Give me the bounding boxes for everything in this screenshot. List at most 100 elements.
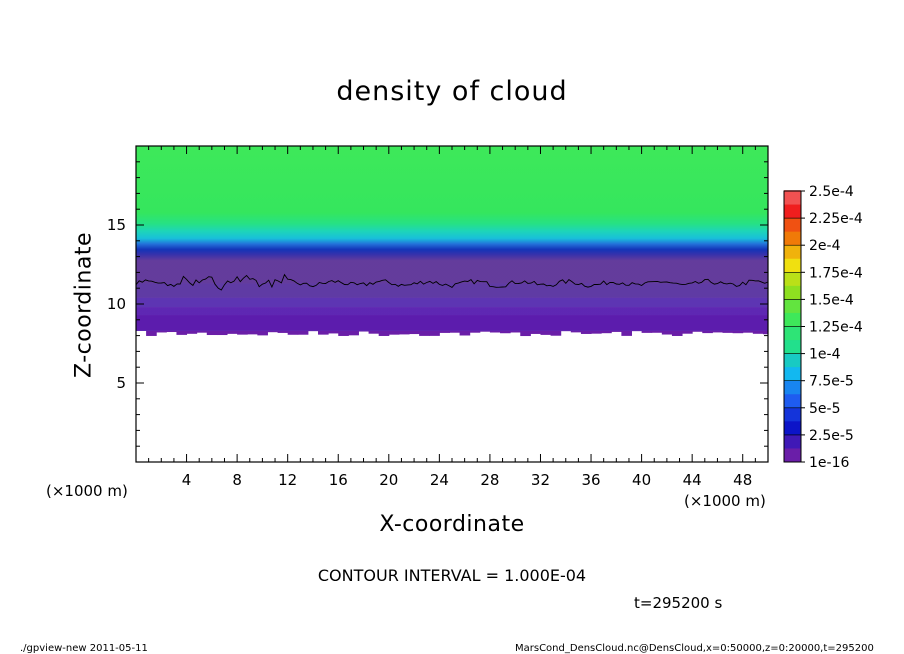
cloud-base-edge: [540, 330, 552, 335]
colorbar-swatch-shade: [784, 191, 801, 205]
x-tick-label: 8: [232, 471, 242, 489]
colorbar-label: 1e-16: [809, 455, 849, 471]
colorbar-swatch-shade: [784, 353, 801, 368]
cloud-base-edge: [216, 330, 228, 336]
cloud-base-edge: [338, 330, 349, 336]
colorbar-swatch-shade: [784, 299, 801, 313]
cloud-base-edge: [318, 330, 329, 335]
colorbar-label: 5e-5: [809, 401, 840, 417]
x-tick-label: 20: [379, 471, 398, 489]
cloud-base-edge: [601, 330, 612, 334]
y-axis-unit: (×1000 m): [46, 482, 128, 500]
colorbar-label: 1.75e-4: [809, 265, 863, 281]
colorbar-swatch-shade: [784, 218, 801, 232]
cloud-base-edge: [611, 330, 622, 332]
cloud-base-edge: [682, 330, 693, 334]
cloud-base-edge: [621, 330, 632, 336]
colorbar-label: 2.5e-4: [809, 184, 854, 200]
colorbar-label: 1e-4: [809, 347, 841, 363]
x-tick-label: 32: [531, 471, 550, 489]
x-tick-label: 28: [480, 471, 499, 489]
y-tick-label: 10: [107, 295, 126, 313]
cloud-base-edge: [661, 330, 673, 335]
x-tick-label: 4: [182, 471, 192, 489]
colorbar-label: 7.5e-5: [809, 374, 854, 390]
cloud-base-edge: [156, 330, 167, 333]
cloud-base-edge: [510, 330, 521, 333]
cloud-base-edge: [712, 330, 723, 333]
colorbar-label: 2.25e-4: [809, 211, 863, 227]
cloud-base-edge: [206, 330, 218, 336]
contour-interval-note: CONTOUR INTERVAL = 1.000E-04: [317, 566, 587, 585]
cloud-base-edge: [267, 330, 279, 333]
cloud-base-edge: [732, 330, 744, 334]
cloud-base-edge: [520, 330, 531, 337]
colorbar-swatch-shade: [784, 434, 801, 449]
cloud-base-edge: [237, 330, 248, 335]
field-gradient: [136, 146, 768, 331]
cloud-base-edge: [146, 330, 157, 336]
cloud-base-edge: [580, 330, 592, 334]
footer-source: MarsCond_DensCloud.nc@DensCloud,x=0:5000…: [515, 643, 874, 654]
colorbar-swatch-shade: [784, 245, 801, 259]
x-tick-label: 16: [329, 471, 348, 489]
x-axis: 4 8 12 16 20 24 28 32 36 40 44 48: [148, 146, 756, 489]
cloud-base-edge: [297, 330, 309, 335]
cloud-base-edge: [176, 330, 188, 335]
cloud-base-edge: [348, 330, 359, 336]
colorbar-frame: [783, 190, 802, 463]
x-tick-label: 48: [733, 471, 752, 489]
colorbar-label: 1.25e-4: [809, 320, 863, 336]
footer-program: ./gpview-new 2011-05-11: [20, 643, 148, 654]
cloud-base-edge: [277, 330, 289, 333]
cloud-base-edge: [742, 330, 754, 333]
cloud-base-edge: [449, 330, 461, 333]
cloud-base-edge: [591, 330, 602, 334]
cloud-base-edge: [328, 330, 339, 334]
y-tick-label: 5: [116, 374, 126, 392]
colorbar-label: 2e-4: [809, 238, 841, 254]
colorbar-swatch-shade: [784, 326, 801, 341]
cloud-base-edge: [378, 330, 390, 336]
cloud-base-edge: [570, 330, 582, 333]
cloud-base-edge: [479, 330, 491, 332]
x-axis-label: X-coordinate: [379, 512, 525, 537]
cloud-base-edge: [752, 330, 764, 334]
cloud-base-edge: [166, 330, 177, 333]
cloud-base-edge: [388, 330, 400, 335]
colorbar-label: 1.5e-4: [809, 292, 854, 308]
cloud-base-edge: [287, 330, 299, 335]
cloud-base-edge: [419, 330, 430, 336]
cloud-base-edge: [186, 330, 198, 334]
cloud-base-edge: [469, 330, 481, 333]
cloud-base-edge: [398, 330, 410, 335]
x-tick-label: 44: [683, 471, 702, 489]
cloud-base-edge: [409, 330, 420, 335]
cloud-base-edge: [257, 330, 268, 336]
cloud-base-edge: [702, 330, 713, 334]
x-tick-label: 24: [430, 471, 449, 489]
cloud-base-edge: [358, 330, 370, 332]
density-field: [136, 146, 768, 337]
cloud-base-edge: [227, 330, 238, 334]
cloud-base-edge: [439, 330, 450, 333]
cloud-base-edge: [641, 330, 653, 333]
chart-title: density of cloud: [336, 76, 568, 107]
x-tick-label: 36: [581, 471, 600, 489]
cloud-base-edge: [489, 330, 501, 333]
cloud-base-edge: [500, 330, 511, 334]
cloud-base-edge: [368, 330, 380, 334]
cloud-base-edge: [530, 330, 541, 334]
cloud-base-edge: [247, 330, 258, 335]
colorbar: 1e-16 2.5e-5 5e-5 7.5e-5 1e-4 1.25e-4 1.5e-4 1.…: [783, 184, 863, 471]
colorbar-swatch-shade: [784, 407, 801, 422]
cloud-base-edge: [196, 330, 208, 333]
time-stamp: t=295200 s: [634, 594, 723, 612]
colorbar-swatch-shade: [784, 380, 801, 395]
cloud-base-edge: [722, 330, 734, 333]
cloud-base-edge: [762, 330, 768, 335]
contour-line: [135, 273, 769, 291]
cloud-base-edge: [651, 330, 663, 333]
x-tick-label: 40: [632, 471, 651, 489]
